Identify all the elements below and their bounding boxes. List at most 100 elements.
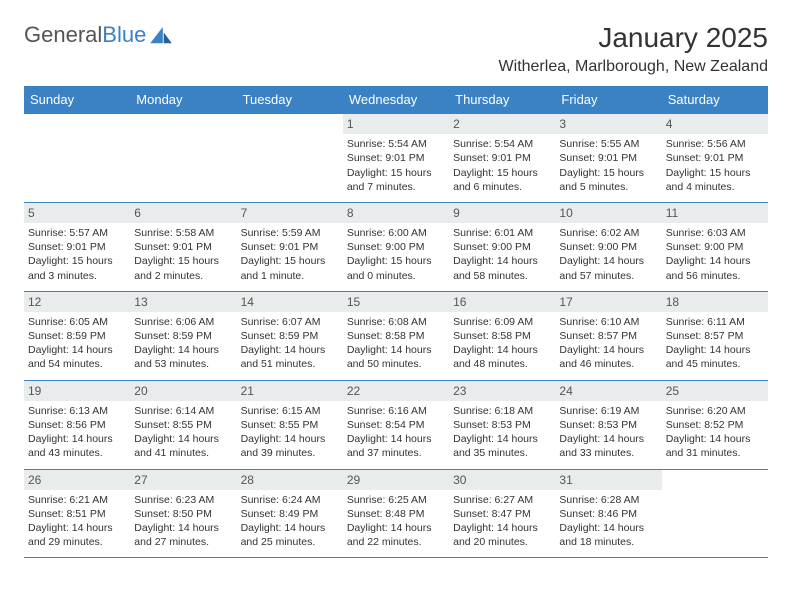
sunset-text: Sunset: 8:58 PM: [453, 329, 551, 343]
day-number: 9: [449, 203, 555, 223]
day-number: 10: [555, 203, 661, 223]
day-number: 14: [237, 292, 343, 312]
title-block: January 2025 Witherlea, Marlborough, New…: [499, 22, 768, 76]
day-number: 23: [449, 381, 555, 401]
daylight-text: Daylight: 14 hours and 56 minutes.: [666, 254, 764, 282]
sunset-text: Sunset: 8:57 PM: [666, 329, 764, 343]
sunset-text: Sunset: 9:01 PM: [559, 151, 657, 165]
daylight-text: Daylight: 14 hours and 51 minutes.: [241, 343, 339, 371]
daylight-text: Daylight: 14 hours and 18 minutes.: [559, 521, 657, 549]
location-text: Witherlea, Marlborough, New Zealand: [499, 58, 768, 76]
day-header: Sunday: [24, 86, 130, 114]
calendar-cell: 14Sunrise: 6:07 AMSunset: 8:59 PMDayligh…: [237, 291, 343, 380]
day-number: 4: [662, 114, 768, 134]
sunset-text: Sunset: 8:52 PM: [666, 418, 764, 432]
sunset-text: Sunset: 9:01 PM: [666, 151, 764, 165]
daylight-text: Daylight: 14 hours and 39 minutes.: [241, 432, 339, 460]
daylight-text: Daylight: 14 hours and 41 minutes.: [134, 432, 232, 460]
sunrise-text: Sunrise: 6:25 AM: [347, 493, 445, 507]
sunset-text: Sunset: 9:00 PM: [666, 240, 764, 254]
calendar-cell: 21Sunrise: 6:15 AMSunset: 8:55 PMDayligh…: [237, 380, 343, 469]
day-header: Wednesday: [343, 86, 449, 114]
sunset-text: Sunset: 8:46 PM: [559, 507, 657, 521]
day-number: [24, 114, 130, 118]
calendar-cell: 6Sunrise: 5:58 AMSunset: 9:01 PMDaylight…: [130, 202, 236, 291]
calendar-cell: 10Sunrise: 6:02 AMSunset: 9:00 PMDayligh…: [555, 202, 661, 291]
sunrise-text: Sunrise: 5:54 AM: [347, 137, 445, 151]
day-header: Monday: [130, 86, 236, 114]
calendar-row: 26Sunrise: 6:21 AMSunset: 8:51 PMDayligh…: [24, 469, 768, 558]
logo-text: GeneralBlue: [24, 22, 146, 48]
calendar-cell: 4Sunrise: 5:56 AMSunset: 9:01 PMDaylight…: [662, 114, 768, 203]
calendar-cell: 23 Sunrise: 6:18 AMSunset: 8:53 PMDayligh…: [449, 380, 555, 469]
daylight-text: Daylight: 14 hours and 53 minutes.: [134, 343, 232, 371]
calendar-cell: 19Sunrise: 6:13 AMSunset: 8:56 PMDayligh…: [24, 380, 130, 469]
day-number: 20: [130, 381, 236, 401]
day-header: Thursday: [449, 86, 555, 114]
day-number: 17: [555, 292, 661, 312]
sunrise-text: Sunrise: 5:55 AM: [559, 137, 657, 151]
calendar-cell: 29Sunrise: 6:25 AMSunset: 8:48 PMDayligh…: [343, 469, 449, 558]
sunrise-text: Sunrise: 6:21 AM: [28, 493, 126, 507]
day-number: [130, 114, 236, 118]
calendar-cell: 24Sunrise: 6:19 AMSunset: 8:53 PMDayligh…: [555, 380, 661, 469]
sunrise-text: Sunrise: 6:16 AM: [347, 404, 445, 418]
calendar-cell: 9Sunrise: 6:01 AMSunset: 9:00 PMDaylight…: [449, 202, 555, 291]
day-number: 13: [130, 292, 236, 312]
calendar-cell: [130, 114, 236, 203]
calendar-row: 19Sunrise: 6:13 AMSunset: 8:56 PMDayligh…: [24, 380, 768, 469]
calendar-cell: 31Sunrise: 6:28 AMSunset: 8:46 PMDayligh…: [555, 469, 661, 558]
day-number: 28: [237, 470, 343, 490]
sunrise-text: Sunrise: 6:02 AM: [559, 226, 657, 240]
calendar-cell: 7Sunrise: 5:59 AMSunset: 9:01 PMDaylight…: [237, 202, 343, 291]
sunrise-text: Sunrise: 6:24 AM: [241, 493, 339, 507]
sunrise-text: Sunrise: 6:13 AM: [28, 404, 126, 418]
sunset-text: Sunset: 8:53 PM: [453, 418, 551, 432]
calendar-cell: 1 Sunrise: 5:54 AMSunset: 9:01 PMDaylight…: [343, 114, 449, 203]
sunset-text: Sunset: 9:01 PM: [453, 151, 551, 165]
sunset-text: Sunset: 8:54 PM: [347, 418, 445, 432]
calendar-cell: 8Sunrise: 6:00 AMSunset: 9:00 PMDaylight…: [343, 202, 449, 291]
day-number: 19: [24, 381, 130, 401]
day-number: [662, 470, 768, 474]
day-number: [237, 114, 343, 118]
daylight-text: Daylight: 15 hours and 7 minutes.: [347, 166, 445, 194]
sunrise-text: Sunrise: 5:59 AM: [241, 226, 339, 240]
day-number: 6: [130, 203, 236, 223]
sunset-text: Sunset: 8:57 PM: [559, 329, 657, 343]
sunset-text: Sunset: 8:58 PM: [347, 329, 445, 343]
calendar-cell: 18Sunrise: 6:11 AMSunset: 8:57 PMDayligh…: [662, 291, 768, 380]
daylight-text: Daylight: 15 hours and 5 minutes.: [559, 166, 657, 194]
sunset-text: Sunset: 8:55 PM: [134, 418, 232, 432]
sunset-text: Sunset: 8:47 PM: [453, 507, 551, 521]
sunset-text: Sunset: 8:49 PM: [241, 507, 339, 521]
sunset-text: Sunset: 9:00 PM: [347, 240, 445, 254]
daylight-text: Daylight: 15 hours and 2 minutes.: [134, 254, 232, 282]
calendar-cell: 12Sunrise: 6:05 AMSunset: 8:59 PMDayligh…: [24, 291, 130, 380]
day-number: 30: [449, 470, 555, 490]
daylight-text: Daylight: 14 hours and 57 minutes.: [559, 254, 657, 282]
calendar-cell: 20Sunrise: 6:14 AMSunset: 8:55 PMDayligh…: [130, 380, 236, 469]
sunset-text: Sunset: 8:55 PM: [241, 418, 339, 432]
logo-word2: Blue: [102, 22, 146, 47]
sunset-text: Sunset: 8:51 PM: [28, 507, 126, 521]
day-number: 2: [449, 114, 555, 134]
daylight-text: Daylight: 14 hours and 31 minutes.: [666, 432, 764, 460]
daylight-text: Daylight: 14 hours and 43 minutes.: [28, 432, 126, 460]
day-number: 1: [343, 114, 449, 134]
daylight-text: Daylight: 14 hours and 35 minutes.: [453, 432, 551, 460]
daylight-text: Daylight: 14 hours and 20 minutes.: [453, 521, 551, 549]
day-number: 21: [237, 381, 343, 401]
calendar-cell: [237, 114, 343, 203]
sunrise-text: Sunrise: 6:18 AM: [453, 404, 551, 418]
daylight-text: Daylight: 14 hours and 33 minutes.: [559, 432, 657, 460]
calendar-cell: 30 Sunrise: 6:27 AMSunset: 8:47 PMDayligh…: [449, 469, 555, 558]
month-title: January 2025: [499, 22, 768, 54]
calendar-cell: 11Sunrise: 6:03 AMSunset: 9:00 PMDayligh…: [662, 202, 768, 291]
sunset-text: Sunset: 9:01 PM: [347, 151, 445, 165]
sunrise-text: Sunrise: 6:27 AM: [453, 493, 551, 507]
sunrise-text: Sunrise: 5:58 AM: [134, 226, 232, 240]
daylight-text: Daylight: 15 hours and 0 minutes.: [347, 254, 445, 282]
day-number: 3: [555, 114, 661, 134]
logo-sail-icon: [150, 27, 172, 45]
